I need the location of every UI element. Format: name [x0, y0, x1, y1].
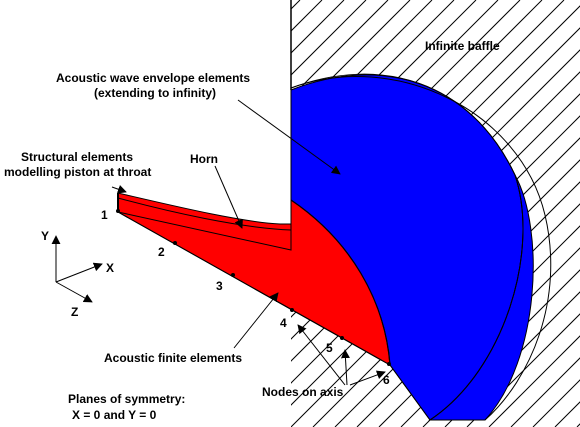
label-envelope-line2: (extending to infinity) — [94, 86, 216, 100]
label-horn: Horn — [190, 152, 218, 166]
baffle-hatch-line — [554, 401, 580, 427]
label-nodes-on-axis: Nodes on axis — [262, 385, 344, 399]
leader-node-4 — [297, 324, 346, 386]
baffle-hatch-line — [532, 379, 580, 427]
horn-mouth-arc — [290, 199, 391, 366]
baffle-hatch-line — [291, 0, 499, 208]
baffle-hatch-line — [291, 0, 411, 120]
node-marker-1 — [116, 209, 120, 213]
axis-y-label: Y — [41, 229, 49, 243]
node-marker-5 — [340, 336, 344, 340]
node-marker-6 — [387, 362, 391, 366]
leader-acoustic-fe — [233, 292, 279, 349]
label-planes-line1: Planes of symmetry: — [68, 392, 185, 406]
node-label-1: 1 — [101, 208, 108, 222]
wave-envelope-inner-arc — [290, 73, 524, 421]
baffle-hatch-line — [291, 0, 477, 186]
node-marker-3 — [231, 273, 235, 277]
horn-axis-line — [117, 211, 391, 366]
coordinate-axes: Y X Z — [41, 229, 114, 319]
node-label-3: 3 — [216, 279, 223, 293]
label-structural-line1: Structural elements — [21, 150, 133, 164]
label-infinite-baffle: Infinite baffle — [425, 39, 500, 53]
node-label-5: 5 — [326, 341, 333, 355]
axis-z-arrow — [55, 281, 93, 303]
baffle-hatch-line — [291, 0, 367, 76]
node-label-2: 2 — [158, 245, 165, 259]
baffle-hatch-line — [291, 0, 433, 142]
horn-throat-surface — [117, 192, 292, 251]
node-marker-2 — [173, 241, 177, 245]
label-envelope-line1: Acoustic wave envelope elements — [56, 71, 250, 85]
horn-wall-curve — [117, 197, 292, 231]
node-label-6: 6 — [383, 373, 390, 387]
baffle-hatch-line — [466, 313, 580, 427]
leader-node-5 — [340, 349, 350, 386]
axis-x-arrow — [55, 262, 103, 283]
leader-horn — [214, 165, 243, 229]
baffle-hatch-line — [291, 0, 455, 164]
axis-nodes — [116, 209, 391, 366]
baffle-hatch-line — [291, 0, 389, 98]
baffle-hatch-line — [488, 335, 580, 427]
wave-envelope-bottom-edge — [389, 364, 485, 421]
node-label-4: 4 — [280, 316, 287, 330]
leader-structural — [111, 185, 127, 194]
node-marker-4 — [290, 308, 294, 312]
axis-x-label: X — [106, 261, 114, 275]
wave-envelope-rear-arc — [290, 76, 552, 421]
label-structural-line2: modelling piston at throat — [4, 165, 151, 179]
leader-envelope — [237, 99, 341, 175]
axis-z-label: Z — [71, 305, 78, 319]
label-planes-line2: X = 0 and Y = 0 — [72, 408, 157, 422]
leader-node-6 — [349, 370, 386, 386]
label-acoustic-fe: Acoustic finite elements — [104, 351, 242, 365]
